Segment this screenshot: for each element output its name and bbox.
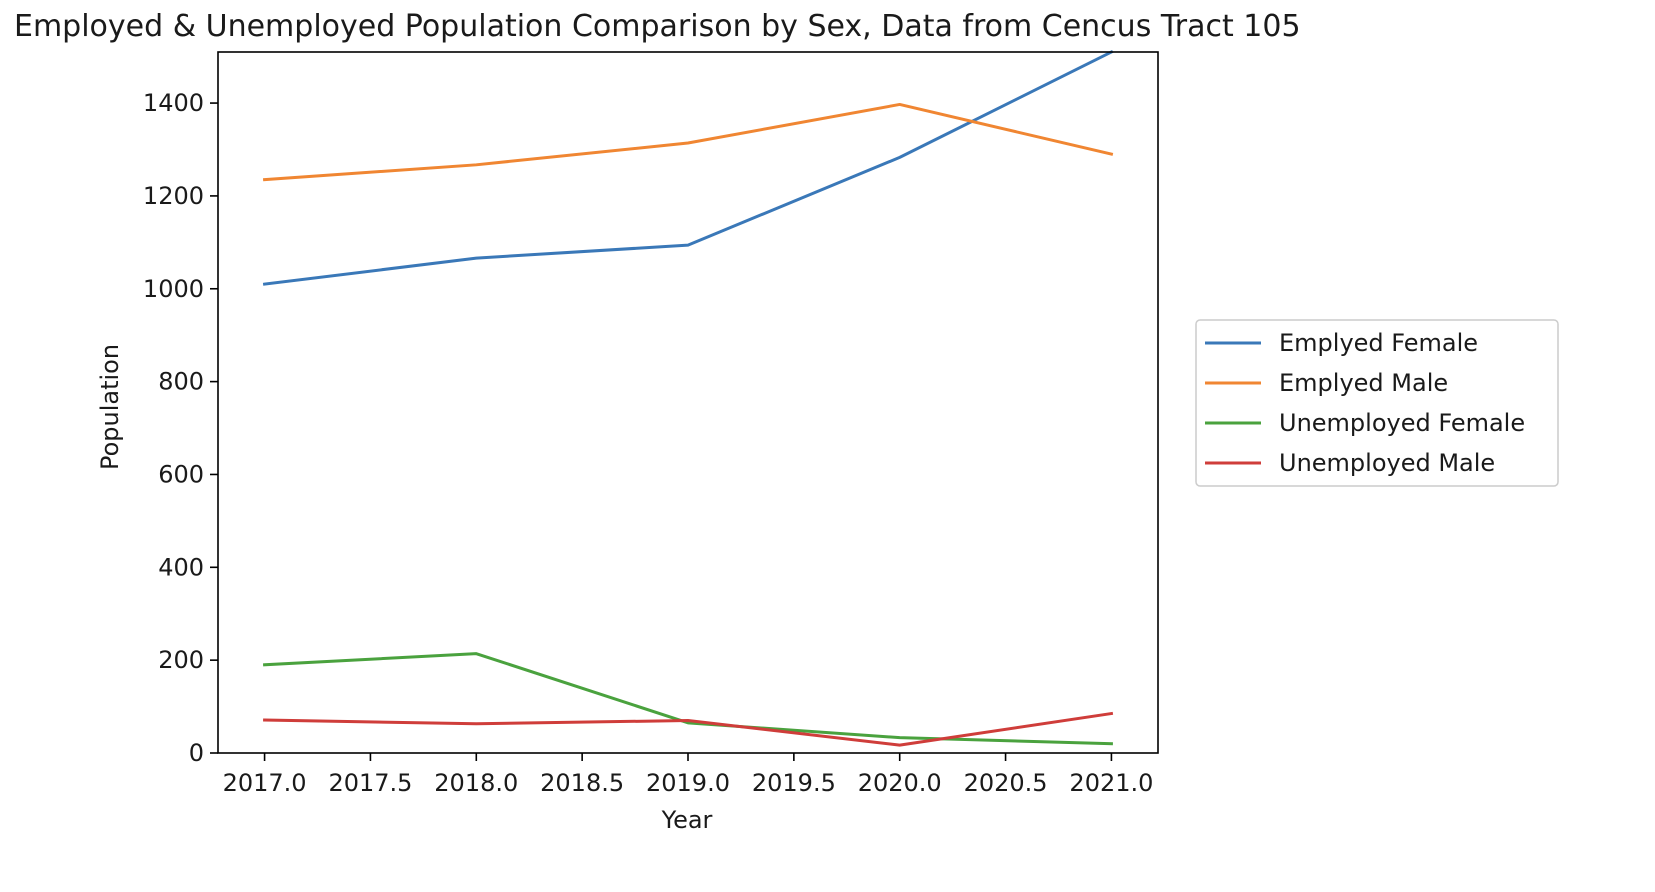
y-tick-label: 400	[158, 553, 204, 581]
x-tick-label: 2019.0	[646, 769, 730, 797]
x-axis-label: Year	[661, 806, 713, 834]
y-tick-label: 1000	[143, 275, 204, 303]
legend-frame	[1195, 319, 1559, 487]
legend-label: Emplyed Female	[1279, 329, 1478, 357]
y-tick-label: 800	[158, 368, 204, 396]
x-tick-label: 2019.5	[752, 769, 836, 797]
y-tick-label: 600	[158, 460, 204, 488]
axes-layer: 2017.0 2017.5 2018.0 2018.5 2019.0 2019.5 2020…	[143, 51, 1159, 797]
legend-label: Emplyed Male	[1279, 369, 1448, 397]
legend-label: Unemployed Male	[1279, 449, 1495, 477]
y-tick-label: 200	[158, 646, 204, 674]
y-tick-label: 1200	[143, 182, 204, 210]
legend-label: Unemployed Female	[1279, 409, 1525, 437]
y-axis-label: Population	[96, 344, 124, 470]
chart-title: Employed & Unemployed Population Compari…	[14, 9, 1301, 44]
y-tick-label: 0	[189, 739, 204, 767]
series-layer	[262, 49, 1114, 747]
x-tick-label: 2018.5	[540, 769, 624, 797]
x-tick-label: 2017.5	[328, 769, 412, 797]
legend-entries: Emplyed Female Emplyed Male Unemployed Fem…	[1205, 329, 1525, 477]
legend: Emplyed Female Emplyed Male Unemployed Fem…	[1195, 319, 1559, 487]
x-tick-label: 2018.0	[434, 769, 518, 797]
x-tick-label: 2017.0	[223, 769, 307, 797]
y-tick-label: 1400	[143, 89, 204, 117]
x-tick-label: 2021.0	[1069, 769, 1153, 797]
x-tick-label: 2020.5	[964, 769, 1048, 797]
x-tick-label: 2020.0	[858, 769, 942, 797]
